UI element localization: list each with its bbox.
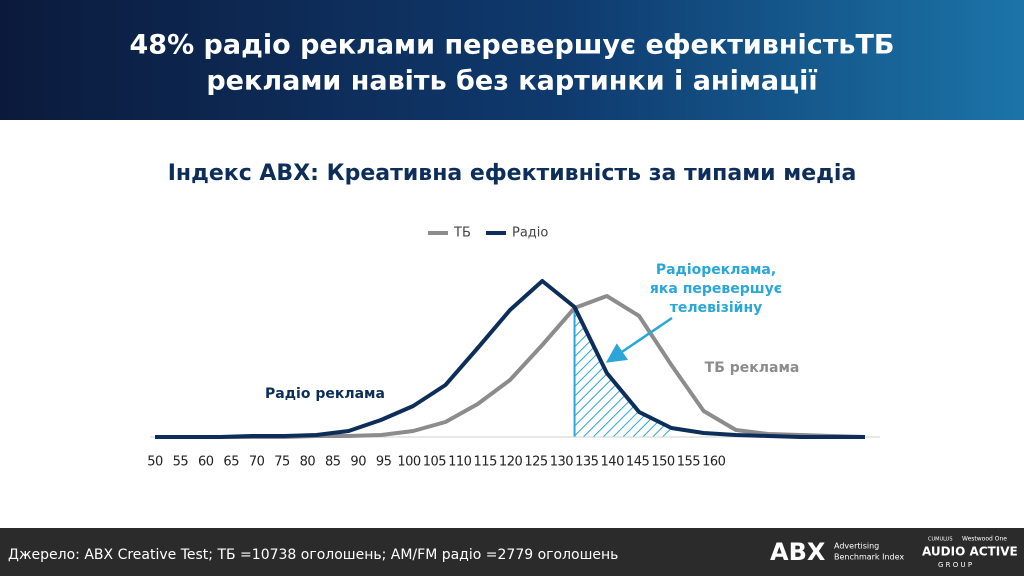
- x-tick-label: 50: [147, 455, 163, 470]
- logo: CUMULUS: [928, 537, 953, 543]
- chart-title: Індекс ABX: Креативна ефективність за ти…: [168, 161, 857, 186]
- x-tick-label: 130: [550, 455, 574, 470]
- series-line: [155, 279, 865, 439]
- logo: Benchmark Index: [834, 553, 904, 562]
- legend-label: Радіо: [512, 226, 548, 241]
- x-tick-label: 80: [300, 455, 316, 470]
- x-tick-label: 105: [423, 455, 447, 470]
- x-tick-label: 155: [677, 455, 701, 470]
- source: Джерело: ABX Creative Test; ТБ =10738 ог…: [8, 547, 618, 563]
- logo: AUDIO ACTIVE: [922, 545, 1018, 559]
- x-tick-label: 135: [575, 455, 599, 470]
- x-tick-label: 60: [198, 455, 214, 470]
- x-tick-label: 140: [601, 455, 625, 470]
- footer: [0, 528, 1024, 576]
- series-annotation: ТБ реклама: [705, 360, 800, 376]
- legend-label: ТБ: [453, 226, 471, 241]
- x-tick-label: 90: [350, 455, 366, 470]
- series-annotation: Радіо реклама: [265, 386, 385, 402]
- x-tick-label: 150: [651, 455, 675, 470]
- logo: Advertising: [834, 542, 879, 551]
- header-title: 48% радіо реклами перевершує ефективніст…: [130, 30, 895, 61]
- highlight-note: Радіореклама,: [656, 262, 776, 278]
- arrow: [605, 316, 673, 363]
- x-tick-label: 55: [173, 455, 189, 470]
- x-tick-label: 95: [376, 455, 392, 470]
- x-tick-label: 100: [397, 455, 421, 470]
- x-tick-label: 125: [524, 455, 548, 470]
- x-tick-label: 85: [325, 455, 341, 470]
- x-tick-label: 75: [274, 455, 290, 470]
- x-tick-label: 145: [626, 455, 650, 470]
- logo: ABX: [770, 538, 826, 566]
- x-tick-label: 115: [474, 455, 498, 470]
- highlight-note: яка перевершує: [650, 281, 782, 297]
- logo: G R O U P: [938, 561, 972, 569]
- x-tick-label: 70: [249, 455, 265, 470]
- header-title: реклами навіть без картинки і анімації: [206, 66, 817, 97]
- x-tick-label: 120: [499, 455, 523, 470]
- x-tick-label: 65: [223, 455, 239, 470]
- highlight-area: [574, 307, 672, 437]
- logo: Westwood One: [962, 536, 1007, 543]
- highlight-note: телевізійну: [670, 300, 763, 316]
- x-tick-label: 110: [448, 455, 472, 470]
- header: [0, 0, 1024, 120]
- x-tick-label: 160: [702, 455, 726, 470]
